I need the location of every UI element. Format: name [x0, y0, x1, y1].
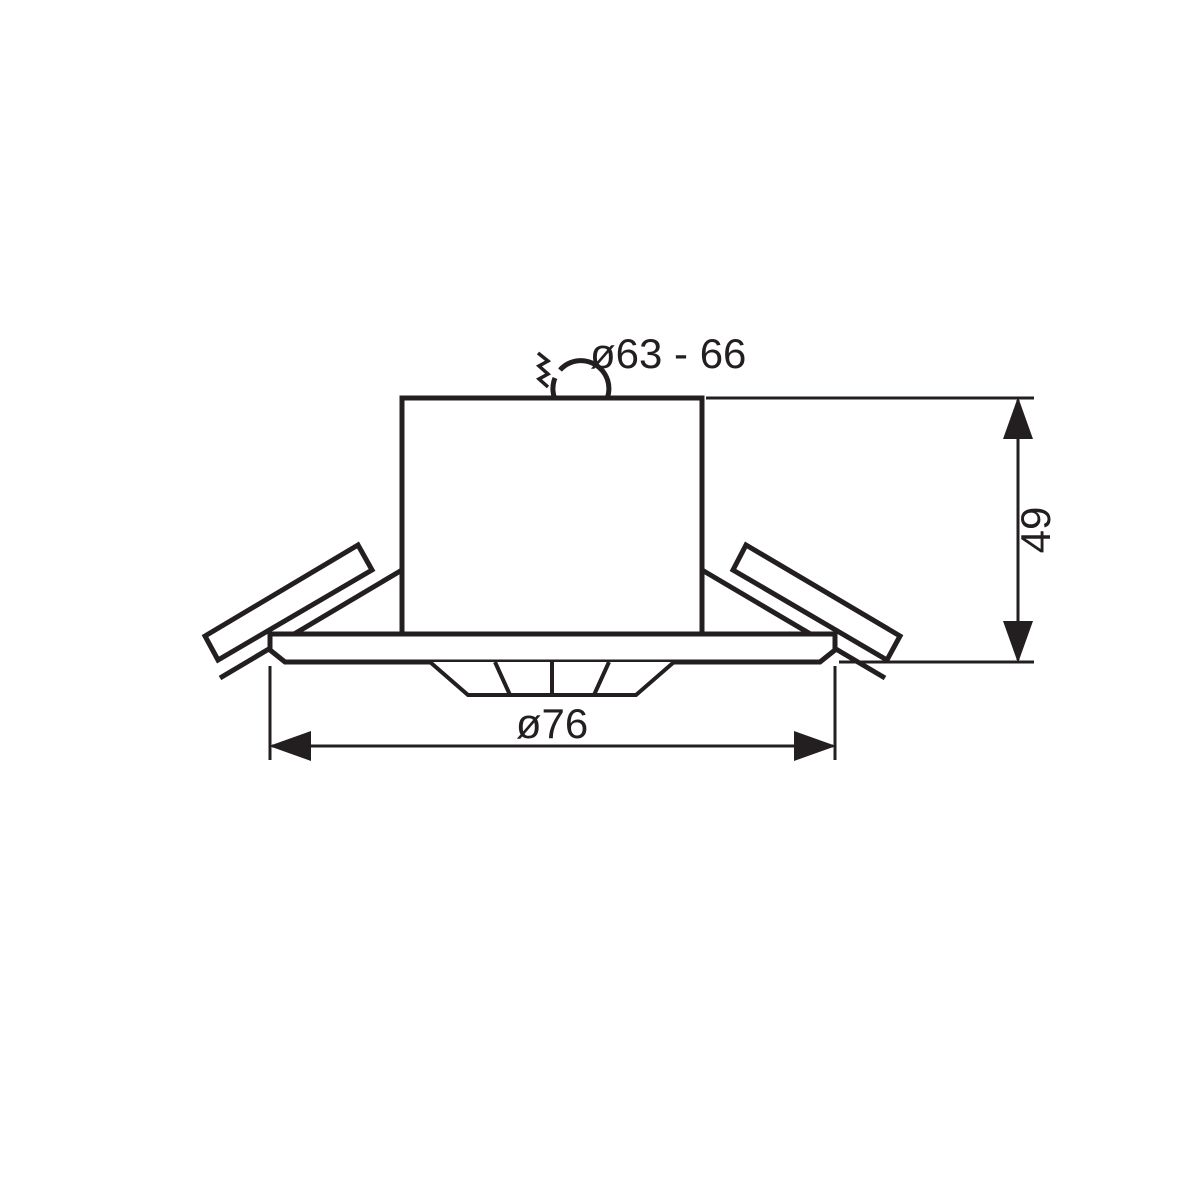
outer-diameter-label: ø76	[516, 700, 588, 747]
flange	[270, 634, 835, 662]
height-label: 49	[1012, 507, 1059, 554]
technical-drawing: ø63 - 66 ø76 49	[0, 0, 1200, 1200]
cutout-diameter-label: ø63 - 66	[590, 330, 746, 377]
grille-detail	[430, 662, 674, 695]
fixture-body	[402, 398, 702, 634]
